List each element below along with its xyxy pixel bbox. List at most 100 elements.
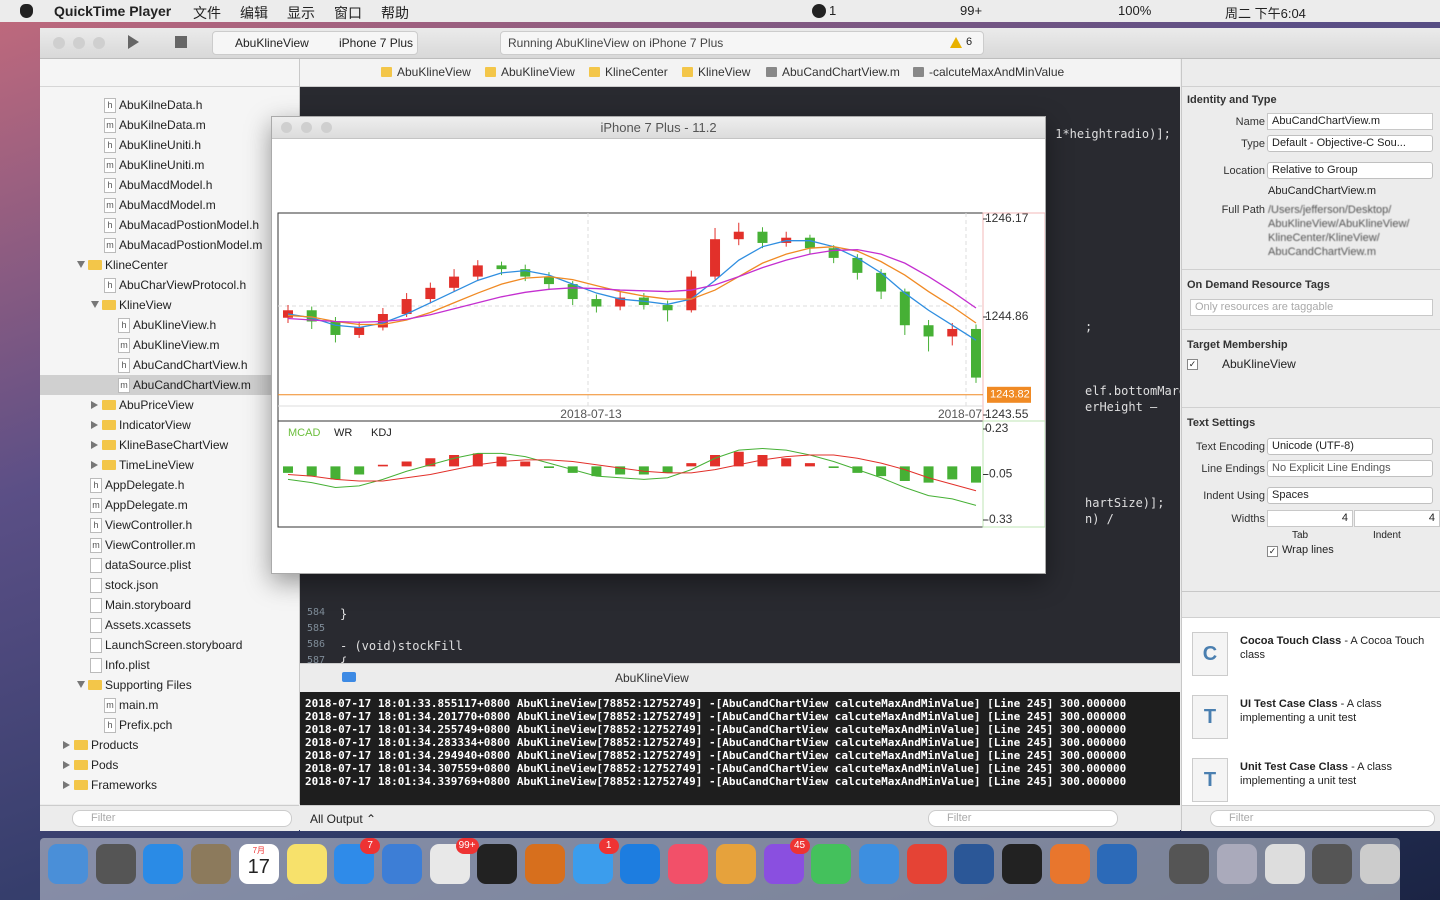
dock-icon[interactable] bbox=[954, 844, 995, 884]
filter-field[interactable]: Filter bbox=[72, 810, 292, 827]
dock-icon[interactable] bbox=[1312, 844, 1353, 884]
disclosure[interactable] bbox=[63, 741, 70, 749]
type-popup[interactable]: Default - Objective-C Sou... bbox=[1267, 135, 1433, 152]
endings-popup[interactable]: No Explicit Line Endings bbox=[1267, 460, 1433, 477]
dock-icon[interactable] bbox=[668, 844, 709, 884]
dock-icon[interactable] bbox=[715, 844, 756, 884]
indicator-tab[interactable]: MCAD bbox=[288, 427, 320, 439]
indent-popup[interactable]: Spaces bbox=[1267, 487, 1433, 504]
scheme-selector[interactable]: AbuKlineView iPhone 7 Plus bbox=[212, 31, 418, 55]
dock-icon[interactable] bbox=[381, 844, 422, 884]
menu[interactable]: 帮助 bbox=[381, 5, 409, 21]
dock-icon[interactable] bbox=[477, 844, 518, 884]
disclosure[interactable] bbox=[77, 681, 85, 688]
file-row[interactable]: h Prefix.pch bbox=[40, 715, 299, 735]
file-row[interactable]: LaunchScreen.storyboard bbox=[40, 635, 299, 655]
apple-menu[interactable] bbox=[20, 4, 33, 18]
dock-icon[interactable] bbox=[1264, 844, 1305, 884]
dock-icon[interactable]: 7 bbox=[334, 838, 381, 884]
location-popup[interactable]: Relative to Group bbox=[1267, 162, 1433, 179]
checkbox[interactable]: ✓ bbox=[1187, 359, 1198, 370]
file-row[interactable]: m AbuKlineView.m bbox=[40, 335, 299, 355]
minimize-button[interactable] bbox=[73, 37, 85, 49]
disclosure[interactable] bbox=[77, 261, 85, 268]
stop-button[interactable] bbox=[175, 36, 187, 48]
jump-item[interactable]: AbuKlineView bbox=[397, 65, 471, 79]
file-row[interactable]: m AbuMacadPostionModel.m bbox=[40, 235, 299, 255]
indicator-tab[interactable]: KDJ bbox=[371, 427, 392, 439]
dock-icon[interactable] bbox=[906, 844, 947, 884]
template-text[interactable]: UI Test Case Class - A class implementin… bbox=[1240, 697, 1430, 725]
file-row[interactable]: h AbuCharViewProtocol.h bbox=[40, 275, 299, 295]
dock-icon[interactable] bbox=[1216, 844, 1257, 884]
run-button[interactable] bbox=[128, 35, 139, 49]
template-text[interactable]: Cocoa Touch Class - A Cocoa Touch class bbox=[1240, 634, 1430, 662]
file-row[interactable]: TimeLineView bbox=[40, 455, 299, 475]
checkbox[interactable]: ✓ bbox=[1267, 546, 1278, 557]
menu[interactable]: 窗口 bbox=[334, 5, 362, 21]
dock-icon[interactable]: 45 bbox=[763, 838, 810, 884]
file-row[interactable]: m AppDelegate.m bbox=[40, 495, 299, 515]
menu[interactable]: 编辑 bbox=[240, 5, 268, 21]
breakpoints-toggle[interactable] bbox=[342, 672, 356, 682]
dock-icon[interactable] bbox=[286, 844, 327, 884]
dock-icon[interactable] bbox=[191, 844, 232, 884]
file-row[interactable]: KlineView bbox=[40, 295, 299, 315]
file-row[interactable]: Main.storyboard bbox=[40, 595, 299, 615]
tab-width[interactable]: 4 bbox=[1267, 510, 1353, 527]
disclosure[interactable] bbox=[63, 781, 70, 789]
disclosure[interactable] bbox=[91, 441, 98, 449]
file-row[interactable]: Pods bbox=[40, 755, 299, 775]
dock-icon[interactable] bbox=[143, 844, 184, 884]
dock-icon[interactable]: 1 bbox=[572, 838, 619, 884]
file-row[interactable]: h AbuCandChartView.h bbox=[40, 355, 299, 375]
dock-icon[interactable] bbox=[858, 844, 899, 884]
encoding-popup[interactable]: Unicode (UTF-8) bbox=[1267, 438, 1433, 455]
jump-item[interactable]: AbuKlineView bbox=[501, 65, 575, 79]
file-row[interactable]: stock.json bbox=[40, 575, 299, 595]
file-row[interactable]: KlineBaseChartView bbox=[40, 435, 299, 455]
close-button[interactable] bbox=[281, 122, 292, 133]
dock-icon[interactable] bbox=[620, 844, 661, 884]
file-row[interactable]: AbuPriceView bbox=[40, 395, 299, 415]
disclosure[interactable] bbox=[91, 421, 98, 429]
file-row[interactable]: dataSource.plist bbox=[40, 555, 299, 575]
menu[interactable]: 文件 bbox=[193, 5, 221, 21]
file-row[interactable]: KlineCenter bbox=[40, 255, 299, 275]
close-button[interactable] bbox=[53, 37, 65, 49]
disclosure[interactable] bbox=[91, 461, 98, 469]
dock-icon[interactable]: 7月 17 bbox=[238, 844, 279, 884]
status-icon[interactable] bbox=[812, 4, 826, 18]
file-row[interactable]: h AbuKlineView.h bbox=[40, 315, 299, 335]
file-row[interactable]: Supporting Files bbox=[40, 675, 299, 695]
dock-icon[interactable] bbox=[1169, 844, 1210, 884]
file-row[interactable]: m AbuCandChartView.m bbox=[40, 375, 299, 395]
dock-icon[interactable] bbox=[1002, 844, 1042, 884]
template-text[interactable]: Unit Test Case Class - A class implement… bbox=[1240, 760, 1430, 788]
file-row[interactable]: m main.m bbox=[40, 695, 299, 715]
indicator-tab[interactable]: WR bbox=[334, 427, 352, 439]
warning-icon[interactable] bbox=[950, 37, 962, 48]
file-row[interactable]: m ViewController.m bbox=[40, 535, 299, 555]
file-row[interactable]: h AbuMacadPostionModel.h bbox=[40, 215, 299, 235]
file-row[interactable]: Info.plist bbox=[40, 655, 299, 675]
file-row[interactable]: m AbuKlineUniti.m bbox=[40, 155, 299, 175]
file-row[interactable]: IndicatorView bbox=[40, 415, 299, 435]
file-row[interactable]: Products bbox=[40, 735, 299, 755]
file-row[interactable]: h AbuKilneData.h bbox=[40, 95, 299, 115]
app-menu[interactable]: QuickTime Player bbox=[54, 3, 172, 19]
jump-item[interactable]: -calcuteMaxAndMinValue bbox=[929, 65, 1065, 79]
dock-icon[interactable] bbox=[1359, 844, 1400, 884]
disclosure[interactable] bbox=[63, 761, 70, 769]
file-row[interactable]: h AbuKlineUniti.h bbox=[40, 135, 299, 155]
file-row[interactable]: h ViewController.h bbox=[40, 515, 299, 535]
file-row[interactable]: Frameworks bbox=[40, 775, 299, 795]
menu[interactable]: 显示 bbox=[287, 5, 315, 21]
zoom-button[interactable] bbox=[93, 37, 105, 49]
dock-icon[interactable] bbox=[811, 844, 852, 884]
tags-field[interactable]: Only resources are taggable bbox=[1190, 299, 1433, 316]
minimize-button[interactable] bbox=[301, 122, 312, 133]
dock-icon[interactable]: 99+ bbox=[429, 838, 479, 884]
dock-icon[interactable] bbox=[1097, 844, 1138, 884]
console-filter[interactable]: Filter bbox=[928, 810, 1118, 827]
